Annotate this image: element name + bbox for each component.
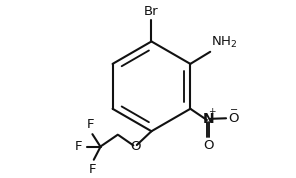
Text: +: + bbox=[208, 107, 216, 116]
Text: −: − bbox=[230, 105, 238, 115]
Text: NH$_2$: NH$_2$ bbox=[211, 35, 237, 50]
Text: F: F bbox=[89, 163, 96, 176]
Text: O: O bbox=[228, 112, 239, 125]
Text: Br: Br bbox=[144, 5, 159, 18]
Text: F: F bbox=[86, 118, 94, 131]
Text: O: O bbox=[130, 140, 140, 153]
Text: O: O bbox=[203, 139, 213, 152]
Text: N: N bbox=[202, 112, 214, 126]
Text: F: F bbox=[75, 140, 83, 153]
